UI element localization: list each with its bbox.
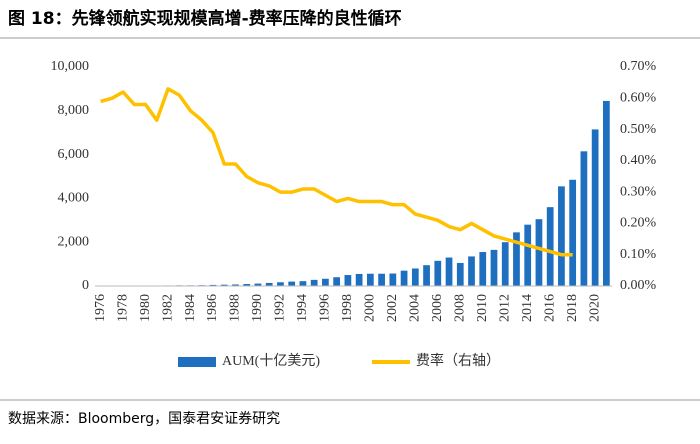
x-tick-label: 2002	[385, 294, 400, 322]
x-tick-label: 2008	[452, 294, 467, 322]
bar	[288, 282, 295, 286]
bar	[311, 280, 318, 286]
bar	[434, 261, 441, 286]
x-tick-label: 1988	[228, 294, 243, 322]
x-tick-label: 2006	[430, 294, 445, 322]
x-tick-label: 1982	[160, 294, 175, 322]
bar	[322, 279, 329, 286]
bar	[457, 263, 464, 286]
x-tick-label: 2014	[520, 294, 535, 322]
x-tick-label: 2018	[565, 294, 580, 322]
bar	[333, 277, 340, 286]
y2-tick-label: 0.00%	[620, 278, 657, 293]
y-tick-label: 4,000	[58, 191, 90, 206]
bar	[502, 242, 509, 286]
x-tick-label: 2004	[408, 294, 423, 322]
bar	[401, 271, 408, 286]
bar	[547, 207, 554, 286]
legend-label: AUM(十亿美元)	[222, 353, 320, 369]
bar	[491, 250, 498, 286]
y2-tick-label: 0.70%	[620, 59, 657, 74]
bar	[423, 265, 430, 286]
y-tick-label: 6,000	[58, 147, 90, 162]
legend-label: 费率（右轴）	[416, 352, 500, 369]
y2-tick-label: 0.10%	[620, 247, 657, 262]
bar	[581, 151, 588, 286]
bar	[558, 186, 565, 286]
x-tick-label: 2012	[497, 294, 512, 322]
y-tick-label: 0	[82, 278, 89, 293]
bar	[603, 101, 610, 286]
y-tick-label: 10,000	[51, 59, 90, 74]
y2-tick-label: 0.60%	[620, 91, 657, 106]
y2-tick-label: 0.20%	[620, 216, 657, 231]
bar	[479, 252, 486, 286]
x-tick-label: 1998	[340, 294, 355, 322]
bar	[300, 281, 307, 286]
x-tick-label: 1996	[318, 294, 333, 322]
bar	[277, 282, 284, 286]
x-tick-label: 1986	[205, 294, 220, 322]
x-tick-label: 1976	[93, 294, 108, 322]
x-tick-label: 1984	[183, 294, 198, 322]
x-tick-label: 1990	[250, 294, 265, 322]
bar	[412, 268, 419, 286]
legend-swatch	[178, 357, 216, 367]
bar	[569, 180, 576, 286]
x-tick-label: 1980	[138, 294, 153, 322]
x-tick-label: 2010	[475, 294, 490, 322]
x-tick-label: 2016	[542, 294, 557, 322]
chart-title: 图 18：先锋领航实现规模高增-费率压降的良性循环	[8, 8, 402, 29]
bar	[345, 275, 352, 286]
x-tick-label: 1978	[115, 294, 130, 322]
x-tick-label: 2000	[363, 294, 378, 322]
y2-tick-label: 0.50%	[620, 122, 657, 137]
bar	[367, 274, 374, 286]
x-tick-label: 1992	[273, 294, 288, 322]
bar	[592, 129, 599, 286]
y2-tick-label: 0.30%	[620, 184, 657, 199]
bar	[536, 219, 543, 286]
bar	[378, 274, 385, 286]
x-tick-label: 2020	[587, 294, 602, 322]
x-tick-label: 1994	[295, 294, 310, 322]
bar	[468, 256, 475, 286]
bar	[446, 258, 453, 286]
y-tick-label: 2,000	[58, 234, 90, 249]
source: 数据来源：Bloomberg，国泰君安证券研究	[8, 411, 280, 427]
line	[101, 89, 573, 255]
y-tick-label: 8,000	[58, 103, 90, 118]
bar	[389, 274, 396, 286]
bar	[356, 274, 363, 286]
bar	[524, 225, 531, 286]
y2-tick-label: 0.40%	[620, 153, 657, 168]
